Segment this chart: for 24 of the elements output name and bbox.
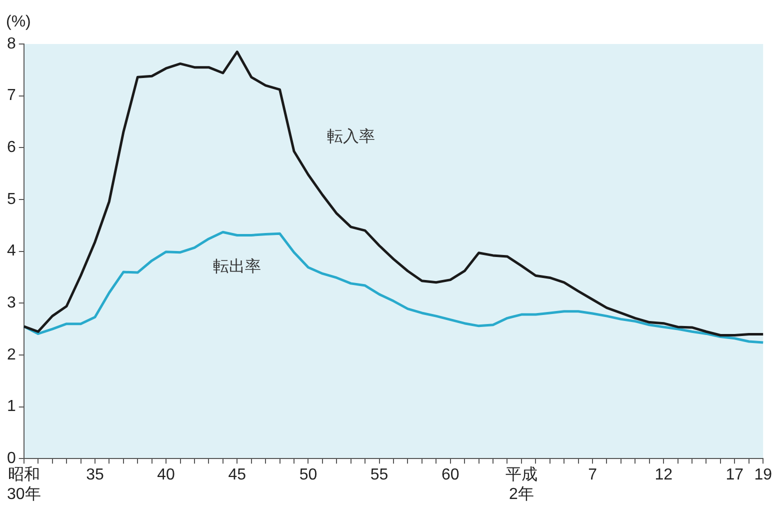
series-label: 転入率	[326, 128, 375, 146]
y-tick-label: 6	[6, 139, 16, 156]
x-tick-label: 45	[228, 466, 246, 484]
series-label: 転出率	[213, 257, 262, 276]
x-tick-label: 35	[86, 466, 104, 484]
y-tick-label: 5	[6, 190, 16, 208]
x-tick-label: 17	[726, 466, 744, 484]
y-tick-label: 3	[6, 294, 16, 312]
y-tick-label: 0	[6, 450, 16, 468]
x-tick-label: 7	[588, 466, 598, 484]
x-tick-label: 50	[299, 466, 318, 484]
y-tick-label: 8	[6, 35, 16, 52]
x-tick-label: 40	[157, 466, 176, 484]
y-tick-label: 2	[6, 346, 16, 364]
y-tick-label: 4	[6, 242, 16, 260]
y-axis-title: (%)	[6, 13, 31, 30]
x-tick-label: 60	[441, 466, 460, 484]
x-tick-label: 昭和 30年	[7, 466, 41, 503]
y-tick-label: 7	[6, 87, 16, 104]
x-tick-label: 12	[654, 466, 673, 484]
x-tick-label: 55	[370, 466, 388, 484]
x-tick-label: 平成 2年	[505, 466, 538, 503]
y-tick-label: 1	[6, 398, 16, 416]
x-tick-label: 19	[754, 466, 772, 484]
